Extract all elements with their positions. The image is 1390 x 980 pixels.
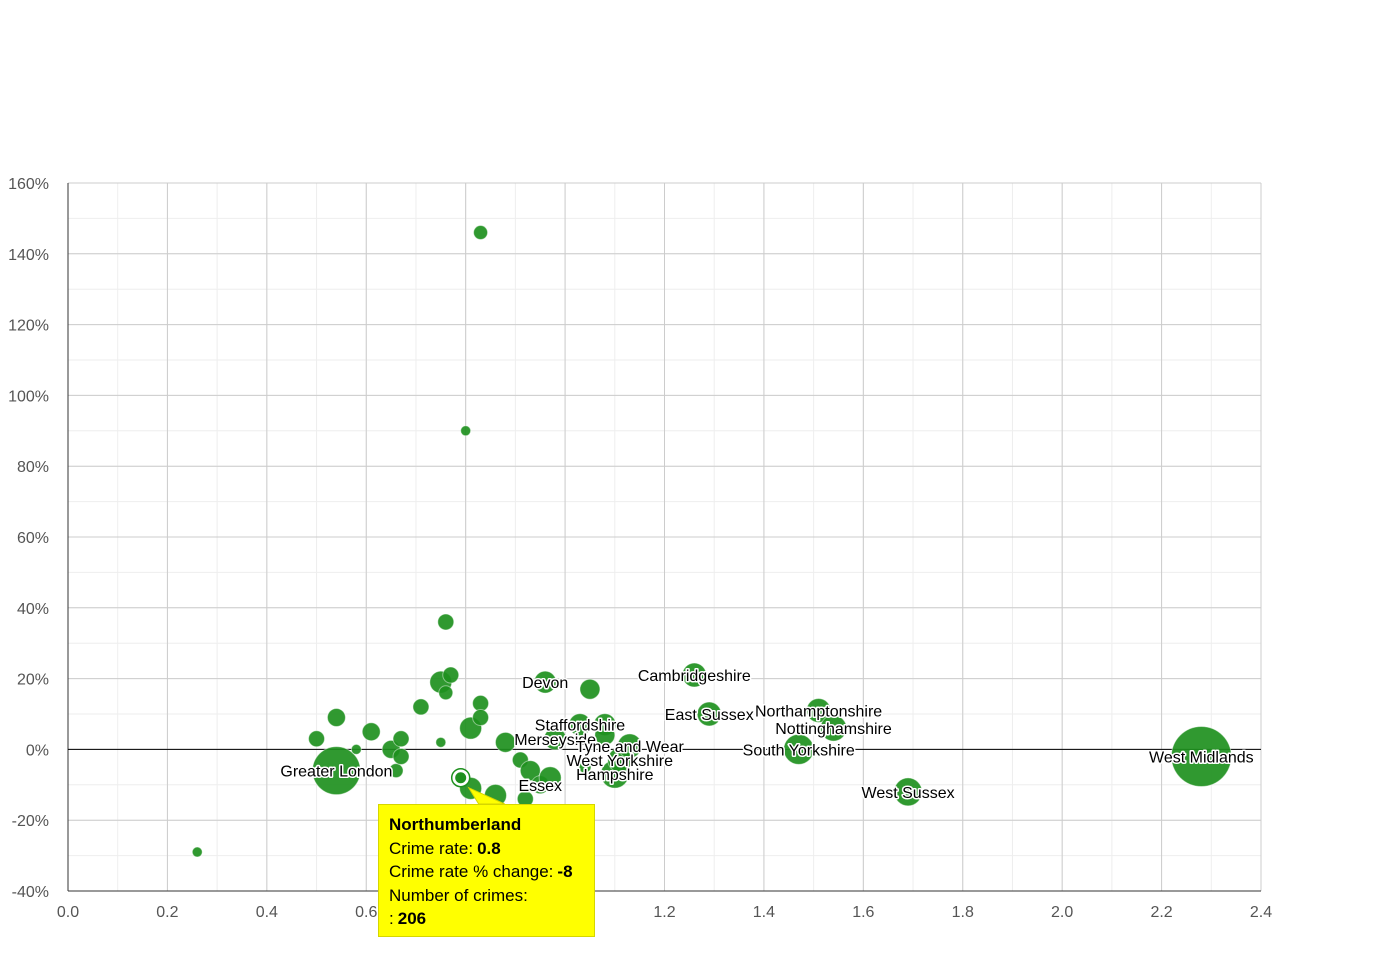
bubble xyxy=(472,709,490,727)
bubble-label: Cambridgeshire xyxy=(638,668,751,685)
bubble xyxy=(392,730,410,748)
bubble xyxy=(311,746,361,796)
bubble-label: Devon xyxy=(522,675,568,692)
bubble xyxy=(191,846,203,858)
bubble xyxy=(568,713,592,737)
bubble xyxy=(681,662,707,688)
bubble xyxy=(594,724,616,746)
tooltip-row-change: Crime rate % change: -8 xyxy=(389,860,584,884)
bubble xyxy=(696,701,722,727)
bubble xyxy=(388,763,404,779)
bubble xyxy=(442,666,460,684)
y-tick-label: -20% xyxy=(12,813,49,830)
bubble xyxy=(435,736,447,748)
bubble-label: West Midlands xyxy=(1149,749,1254,766)
bubble xyxy=(412,698,430,716)
tooltip: Northumberland Crime rate: 0.8 Crime rate… xyxy=(378,804,595,937)
bubble-label: Essex xyxy=(518,778,562,795)
bubble xyxy=(820,714,848,742)
tooltip-row-count-value: :206 xyxy=(389,907,584,931)
tooltip-label: : xyxy=(389,909,394,928)
tooltip-value: -8 xyxy=(557,862,573,881)
y-tick-label: 0% xyxy=(26,742,49,759)
bubble xyxy=(472,694,490,712)
bubble xyxy=(326,708,346,728)
highlighted-bubble xyxy=(454,771,468,785)
x-tick-label: 1.6 xyxy=(852,904,874,921)
bubble xyxy=(893,777,923,807)
bubble xyxy=(361,722,381,742)
bubble xyxy=(1170,725,1232,787)
y-tick-label: 100% xyxy=(8,388,49,405)
bubble-label: West Yorkshire xyxy=(567,753,674,770)
y-tick-label: 20% xyxy=(17,672,49,689)
bubble xyxy=(617,733,643,759)
bubble xyxy=(392,747,410,765)
y-tick-label: 120% xyxy=(8,318,49,335)
y-tick-label: -40% xyxy=(12,884,49,901)
bubble xyxy=(438,685,454,701)
axes xyxy=(67,183,1261,892)
bubble xyxy=(473,225,489,241)
tooltip-title: Northumberland xyxy=(389,815,522,834)
tooltip-row-crime-rate: Crime rate: 0.8 xyxy=(389,837,584,861)
bubble-label: South Yorkshire xyxy=(743,742,855,759)
bubble xyxy=(350,743,362,755)
bubble-series xyxy=(191,225,1232,858)
tooltip-label: Crime rate: xyxy=(389,838,474,858)
y-tick-label: 140% xyxy=(8,247,49,264)
bubble-label: West Sussex xyxy=(862,785,955,802)
y-tick-label: 160% xyxy=(8,176,49,193)
bubble xyxy=(579,678,601,700)
x-tick-label: 1.4 xyxy=(753,904,775,921)
x-tick-label: 1.8 xyxy=(952,904,974,921)
y-tick-label: 60% xyxy=(17,530,49,547)
bubble-label: Nottinghamshire xyxy=(775,721,892,738)
bubble xyxy=(519,760,541,782)
bubble xyxy=(538,766,562,790)
bubble xyxy=(578,760,592,774)
x-tick-label: 0.6 xyxy=(355,904,377,921)
x-axis-ticks: 0.00.20.40.60.81.01.21.41.61.82.02.22.4 xyxy=(57,904,1272,921)
tooltip-value: 206 xyxy=(397,909,427,928)
bubble-label: Hampshire xyxy=(576,767,653,784)
y-axis-ticks: -40% -20% 0% 20% 40% 60% 80% 100% 120% 140% 160% xyxy=(8,176,49,901)
x-tick-label: 1.2 xyxy=(653,904,675,921)
bubble-label: Tyne and Wear xyxy=(576,739,685,756)
bubble xyxy=(437,613,455,631)
bubble-label: Greater London xyxy=(280,764,392,781)
tooltip-row-count: Number of crimes: xyxy=(389,884,584,908)
bubble xyxy=(460,425,472,437)
x-tick-label: 0.0 xyxy=(57,904,79,921)
x-tick-label: 0.4 xyxy=(256,904,278,921)
bubble-label: Merseyside xyxy=(514,732,596,749)
bubble xyxy=(543,727,567,751)
tooltip-value: 0.8 xyxy=(477,838,501,858)
tooltip-label: Crime rate % change: xyxy=(389,862,554,881)
bubble-label: East Sussex xyxy=(665,707,754,724)
x-tick-label: 2.2 xyxy=(1150,904,1172,921)
x-tick-label: 0.2 xyxy=(156,904,178,921)
bubble xyxy=(494,731,516,753)
x-tick-label: 2.4 xyxy=(1250,904,1272,921)
bubble xyxy=(806,697,832,723)
bubble xyxy=(533,670,557,694)
bubble xyxy=(783,733,815,765)
bubble-label: Staffordshire xyxy=(535,718,626,735)
tooltip-label: Number of crimes: xyxy=(389,885,528,905)
bubble xyxy=(308,730,326,748)
x-tick-label: 2.0 xyxy=(1051,904,1073,921)
y-tick-label: 80% xyxy=(17,459,49,476)
bubble-label: Northamptonshire xyxy=(755,703,882,720)
point-labels: Greater London Essex Devon MerseysideStaffo… xyxy=(279,667,1255,804)
y-tick-label: 40% xyxy=(17,601,49,618)
